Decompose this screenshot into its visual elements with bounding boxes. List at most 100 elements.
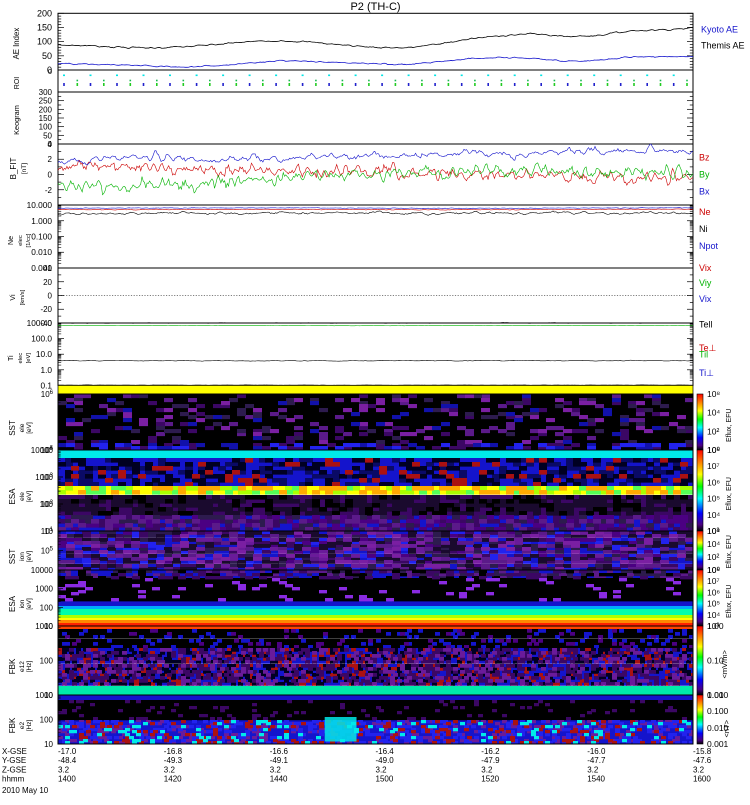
svg-text:Eflux, EFU: Eflux, EFU (726, 535, 733, 568)
svg-text:By: By (699, 170, 710, 180)
svg-text:[km/s]: [km/s] (20, 289, 26, 305)
svg-text:2: 2 (48, 155, 53, 164)
svg-text:[eV]: [eV] (26, 422, 33, 434)
svg-text:X-GSE: X-GSE (2, 747, 27, 756)
svg-text:1420: 1420 (164, 775, 182, 784)
svg-text:Ne: Ne (699, 207, 711, 217)
svg-text:200: 200 (37, 8, 52, 18)
svg-text:10⁸: 10⁸ (707, 389, 720, 399)
svg-text:[1/cc]: [1/cc] (26, 233, 32, 247)
svg-text:3.2: 3.2 (270, 765, 282, 774)
svg-text:Themis AE: Themis AE (701, 41, 745, 51)
svg-text:0: 0 (48, 292, 53, 301)
svg-text:1440: 1440 (270, 775, 288, 784)
svg-text:B_FIT: B_FIT (9, 157, 18, 179)
svg-text:Y-GSE: Y-GSE (2, 756, 26, 765)
svg-text:100: 100 (40, 657, 54, 666)
svg-text:Bx: Bx (699, 187, 710, 197)
svg-text:FBK: FBK (8, 717, 17, 733)
svg-text:10²: 10² (707, 552, 719, 562)
svg-text:-16.0: -16.0 (587, 747, 606, 756)
svg-text:-16.6: -16.6 (270, 747, 289, 756)
svg-text:10.0: 10.0 (36, 349, 53, 359)
svg-text:3.2: 3.2 (481, 765, 493, 774)
svg-text:ele: ele (19, 423, 26, 432)
svg-text:e12: e12 (19, 661, 26, 672)
svg-text:Bz: Bz (699, 153, 710, 163)
svg-text:100: 100 (40, 500, 54, 509)
svg-text:[Hz]: [Hz] (26, 661, 33, 673)
svg-text:ESA: ESA (8, 595, 17, 612)
svg-text:1.00: 1.00 (707, 621, 724, 631)
svg-text:[Hz]: [Hz] (26, 720, 33, 732)
svg-text:Eflux, EFU: Eflux, EFU (726, 409, 733, 442)
svg-text:4: 4 (48, 140, 53, 149)
svg-text:10⁸: 10⁸ (707, 445, 720, 455)
svg-text:10⁶: 10⁶ (707, 477, 720, 487)
svg-text:300: 300 (39, 88, 53, 97)
svg-text:Eflux, EFU: Eflux, EFU (726, 477, 733, 510)
svg-text:Ti⊥: Ti⊥ (699, 368, 714, 378)
svg-text:1400: 1400 (58, 775, 76, 784)
svg-text:150: 150 (39, 114, 53, 123)
svg-text:2010 May 10: 2010 May 10 (2, 786, 49, 795)
svg-text:100: 100 (39, 123, 53, 132)
svg-text:-17.0: -17.0 (58, 747, 77, 756)
svg-text:100: 100 (40, 603, 54, 612)
svg-text:1520: 1520 (481, 775, 499, 784)
svg-text:Vi: Vi (10, 294, 17, 301)
svg-text:Kyoto AE: Kyoto AE (701, 25, 738, 35)
svg-text:<nT>: <nT> (722, 719, 731, 737)
svg-text:Viy: Viy (699, 278, 712, 288)
svg-text:10000: 10000 (31, 566, 54, 575)
svg-text:100: 100 (40, 716, 54, 725)
svg-text:1000: 1000 (35, 585, 53, 594)
svg-text:-49.0: -49.0 (376, 756, 395, 765)
svg-text:Vix: Vix (699, 263, 712, 273)
svg-text:-48.4: -48.4 (58, 756, 77, 765)
svg-text:-20: -20 (40, 305, 52, 314)
svg-text:[eV]: [eV] (26, 551, 33, 563)
svg-text:Vix: Vix (699, 294, 712, 304)
svg-text:1000: 1000 (35, 622, 53, 631)
svg-text:elec: elec (18, 353, 24, 364)
svg-text:0.100: 0.100 (31, 232, 52, 242)
svg-text:3.2: 3.2 (58, 765, 70, 774)
svg-text:ele: ele (19, 492, 26, 501)
svg-text:10⁷: 10⁷ (707, 576, 720, 586)
svg-text:[eV]: [eV] (26, 491, 33, 503)
svg-text:3.2: 3.2 (376, 765, 388, 774)
svg-text:e2: e2 (19, 722, 26, 730)
svg-text:FBK: FBK (8, 658, 17, 674)
svg-text:-15.8: -15.8 (693, 747, 712, 756)
svg-text:0: 0 (48, 171, 53, 180)
svg-text:10⁸: 10⁸ (707, 565, 720, 575)
svg-text:100: 100 (37, 37, 52, 47)
svg-text:200: 200 (39, 105, 53, 114)
svg-text:-47.9: -47.9 (481, 756, 500, 765)
svg-text:Keogram: Keogram (12, 105, 21, 135)
svg-text:ROI: ROI (14, 77, 21, 90)
svg-text:10⁸: 10⁸ (707, 526, 720, 536)
svg-text:-49.1: -49.1 (270, 756, 289, 765)
svg-text:10²: 10² (707, 427, 719, 437)
svg-text:Til: Til (699, 349, 708, 359)
svg-text:3.2: 3.2 (693, 765, 705, 774)
svg-text:ion: ion (19, 599, 26, 608)
svg-text:50: 50 (42, 51, 52, 61)
svg-text:Npot: Npot (699, 241, 719, 251)
svg-text:-16.8: -16.8 (164, 747, 183, 756)
svg-text:10⁷: 10⁷ (707, 461, 720, 471)
svg-text:10⁴: 10⁴ (707, 610, 720, 620)
svg-text:10⁴: 10⁴ (707, 539, 720, 549)
svg-text:40: 40 (43, 264, 52, 273)
svg-text:1000: 1000 (35, 691, 53, 700)
svg-text:-49.3: -49.3 (164, 756, 183, 765)
svg-text:SST: SST (8, 549, 17, 565)
svg-text:0.100: 0.100 (707, 706, 729, 716)
svg-text:1000.0: 1000.0 (27, 318, 53, 328)
svg-text:-16.2: -16.2 (481, 747, 500, 756)
svg-text:100.0: 100.0 (31, 334, 52, 344)
svg-text:AE Index: AE Index (12, 28, 21, 60)
svg-text:3.2: 3.2 (164, 765, 176, 774)
